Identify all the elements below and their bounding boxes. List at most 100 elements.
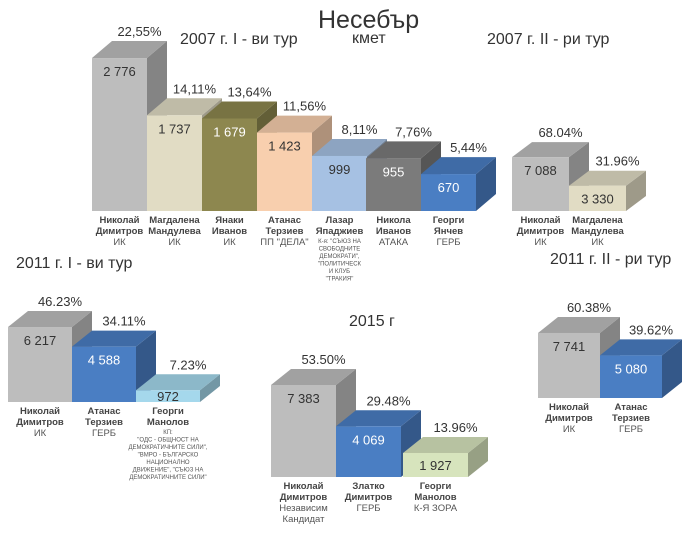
party-label: "ОДС - ОБЩНОСТ НА (137, 438, 198, 444)
party-label: ГЕРБ (436, 237, 460, 248)
party-label: ГЕРБ (92, 428, 116, 439)
party-label: ИК (591, 237, 604, 248)
candidate-name: Атанас (615, 402, 648, 413)
value-label: 7 383 (287, 391, 320, 406)
candidate-name: Николай (549, 402, 589, 413)
party-label: ИК (168, 237, 181, 248)
value-label: 1 423 (268, 139, 301, 154)
panel-title-2011-1: 2011 г. I - ви тур (16, 255, 133, 272)
bar (202, 118, 257, 211)
bar-top (600, 339, 682, 356)
bar-top (312, 138, 387, 156)
candidate-name: Манолов (414, 492, 456, 503)
bar (336, 426, 401, 477)
bar-top (271, 369, 356, 386)
candidate-name: Георги (433, 215, 465, 226)
bar-top (512, 142, 589, 158)
candidate-name: Николай (283, 481, 323, 492)
bar (8, 327, 72, 402)
bar (72, 346, 136, 402)
candidate-name: Никола (376, 215, 411, 226)
bar-side (476, 157, 496, 211)
candidate-name: Терзиев (85, 417, 123, 428)
candidate-name: Терзиев (266, 226, 304, 237)
percent-label: 7,76% (395, 124, 432, 139)
bar-top (366, 141, 441, 159)
value-label: 7 088 (524, 163, 557, 178)
candidate-name: Атанас (88, 406, 121, 417)
bar (271, 385, 336, 477)
candidate-name: Иванов (212, 226, 247, 237)
candidate-name: Димитров (545, 413, 593, 424)
party-label: К-Я ЗОРА (414, 503, 458, 514)
bar (403, 452, 468, 477)
party-label: Независим (279, 503, 328, 514)
bar-top (403, 436, 488, 453)
value-label: 955 (383, 164, 405, 179)
party-label: ИК (563, 424, 576, 435)
percent-label: 11,56% (283, 99, 327, 114)
percent-label: 31.96% (595, 154, 640, 169)
party-label: ИК (34, 428, 47, 439)
candidate-name: Магдалена (149, 215, 200, 226)
percent-label: 14,11% (173, 81, 217, 96)
candidate-name: Атанас (268, 215, 301, 226)
percent-label: 39.62% (629, 322, 674, 337)
percent-label: 13.96% (433, 420, 478, 435)
percent-label: 7.23% (170, 357, 207, 372)
bar (147, 115, 202, 211)
bar (257, 132, 312, 211)
percent-label: 34.11% (102, 314, 146, 329)
candidate-name: Янаки (215, 215, 244, 226)
bar-top (92, 41, 167, 59)
party-label: ДЕМОКРАТИ", (319, 254, 359, 260)
candidate-name: Николай (520, 215, 560, 226)
value-label: 1 679 (213, 124, 246, 139)
party-label: ДЕМОКРАТИЧНИТЕ СИЛИ", (128, 445, 207, 451)
bar (512, 157, 569, 211)
bar (136, 390, 200, 402)
bar-top (8, 311, 92, 328)
candidate-name: Терзиев (612, 413, 650, 424)
bar (366, 158, 421, 211)
bar-top (336, 410, 421, 427)
bar-top (538, 316, 620, 333)
candidate-name: Димитров (517, 226, 565, 237)
panel-title-2007-2: 2007 г. II - ри тур (487, 31, 610, 48)
candidate-name: Мандулева (571, 226, 624, 237)
party-label: СВОБОДНИТЕ (319, 247, 361, 253)
value-label: 1 927 (419, 458, 452, 473)
percent-label: 5,44% (450, 140, 487, 155)
party-label: "ТРАКИЯ" (326, 277, 354, 283)
bar-top (257, 115, 332, 133)
party-label: ИК (223, 237, 236, 248)
percent-label: 46.23% (38, 294, 83, 309)
party-label: ИК (113, 237, 126, 248)
party-label: ДВИЖЕНИЕ", "СЪЮЗ НА (133, 468, 204, 474)
candidate-name: Япаджиев (316, 226, 364, 237)
bar-top (421, 157, 496, 175)
value-label: 7 741 (553, 339, 586, 354)
bar-top (202, 101, 277, 119)
value-label: 5 080 (615, 361, 648, 376)
party-label: И КЛУБ (329, 269, 350, 275)
panel-title-2011-2: 2011 г. II - ри тур (550, 251, 672, 268)
party-label: НАЦИОНАЛНО (146, 460, 189, 466)
candidate-name: Янчев (434, 226, 463, 237)
party-label: ИК (534, 237, 547, 248)
candidate-name: Николай (20, 406, 60, 417)
percent-label: 53.50% (301, 352, 346, 367)
party-label: Кандидат (283, 514, 326, 525)
bar-top (72, 330, 156, 347)
bar-side (200, 374, 220, 402)
panel-title-2015: 2015 г (349, 313, 395, 330)
panel-title-2007-1: 2007 г. I - ви тур (180, 31, 298, 48)
party-label: "ПОЛИТИЧЕСК (318, 262, 362, 268)
candidate-name: Магдалена (572, 215, 623, 226)
main-title: Несебър (318, 6, 420, 34)
percent-label: 68.04% (538, 125, 583, 140)
value-label: 2 776 (103, 64, 136, 79)
value-label: 3 330 (581, 191, 614, 206)
